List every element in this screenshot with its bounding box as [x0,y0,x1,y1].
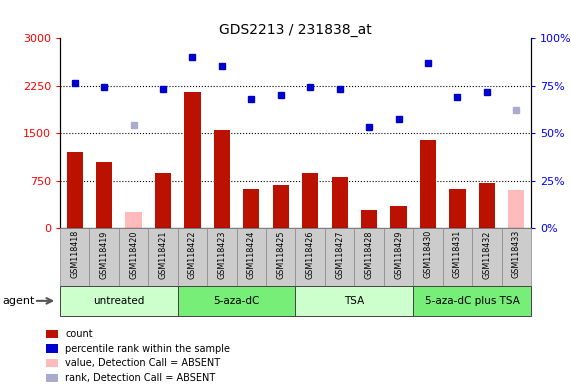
Bar [119,228,148,286]
Bar [413,286,531,316]
Bar [302,173,318,228]
Text: GSM118419: GSM118419 [99,230,108,278]
Text: GSM118426: GSM118426 [305,230,315,278]
Bar [508,190,524,228]
Bar [96,162,112,228]
Bar [443,228,472,286]
Text: GSM118429: GSM118429 [394,230,403,279]
Text: GSM118421: GSM118421 [159,230,167,278]
Text: GSM118423: GSM118423 [218,230,226,278]
Bar [266,228,296,286]
Bar [214,130,230,228]
Text: 5-aza-dC: 5-aza-dC [214,296,260,306]
Text: count: count [65,329,93,339]
Text: percentile rank within the sample: percentile rank within the sample [65,344,230,354]
Text: GSM118420: GSM118420 [129,230,138,278]
Bar [178,286,296,316]
Text: GSM118424: GSM118424 [247,230,256,278]
Bar [273,185,289,228]
Text: rank, Detection Call = ABSENT: rank, Detection Call = ABSENT [65,373,215,383]
Text: GSM118422: GSM118422 [188,230,197,279]
Text: GSM118427: GSM118427 [335,230,344,279]
Bar [384,228,413,286]
Bar [355,228,384,286]
Text: GSM118430: GSM118430 [424,230,432,278]
Title: GDS2213 / 231838_at: GDS2213 / 231838_at [219,23,372,37]
Text: 5-aza-dC plus TSA: 5-aza-dC plus TSA [425,296,520,306]
Bar [148,228,178,286]
Text: GSM118433: GSM118433 [512,230,521,278]
Bar [332,177,348,228]
Bar [361,210,377,228]
Bar [243,189,259,228]
Bar [60,228,90,286]
Bar [325,228,355,286]
Bar [296,286,413,316]
Text: GSM118428: GSM118428 [365,230,373,278]
Text: GSM118432: GSM118432 [482,230,492,278]
Bar [391,206,407,228]
Bar [178,228,207,286]
Bar [155,173,171,228]
Bar [420,140,436,228]
Bar [296,228,325,286]
Bar [413,228,443,286]
Bar [90,228,119,286]
Text: TSA: TSA [344,296,364,306]
Text: GSM118425: GSM118425 [276,230,286,279]
Bar [478,183,495,228]
Bar [60,286,178,316]
Bar [126,212,142,228]
Bar [67,152,83,228]
Text: agent: agent [3,296,35,306]
Bar [449,189,465,228]
Bar [207,228,236,286]
Bar [236,228,266,286]
Text: GSM118431: GSM118431 [453,230,462,278]
Bar [184,92,200,228]
Text: value, Detection Call = ABSENT: value, Detection Call = ABSENT [65,358,220,368]
Bar [501,228,531,286]
Text: GSM118418: GSM118418 [70,230,79,278]
Bar [472,228,501,286]
Text: untreated: untreated [93,296,144,306]
